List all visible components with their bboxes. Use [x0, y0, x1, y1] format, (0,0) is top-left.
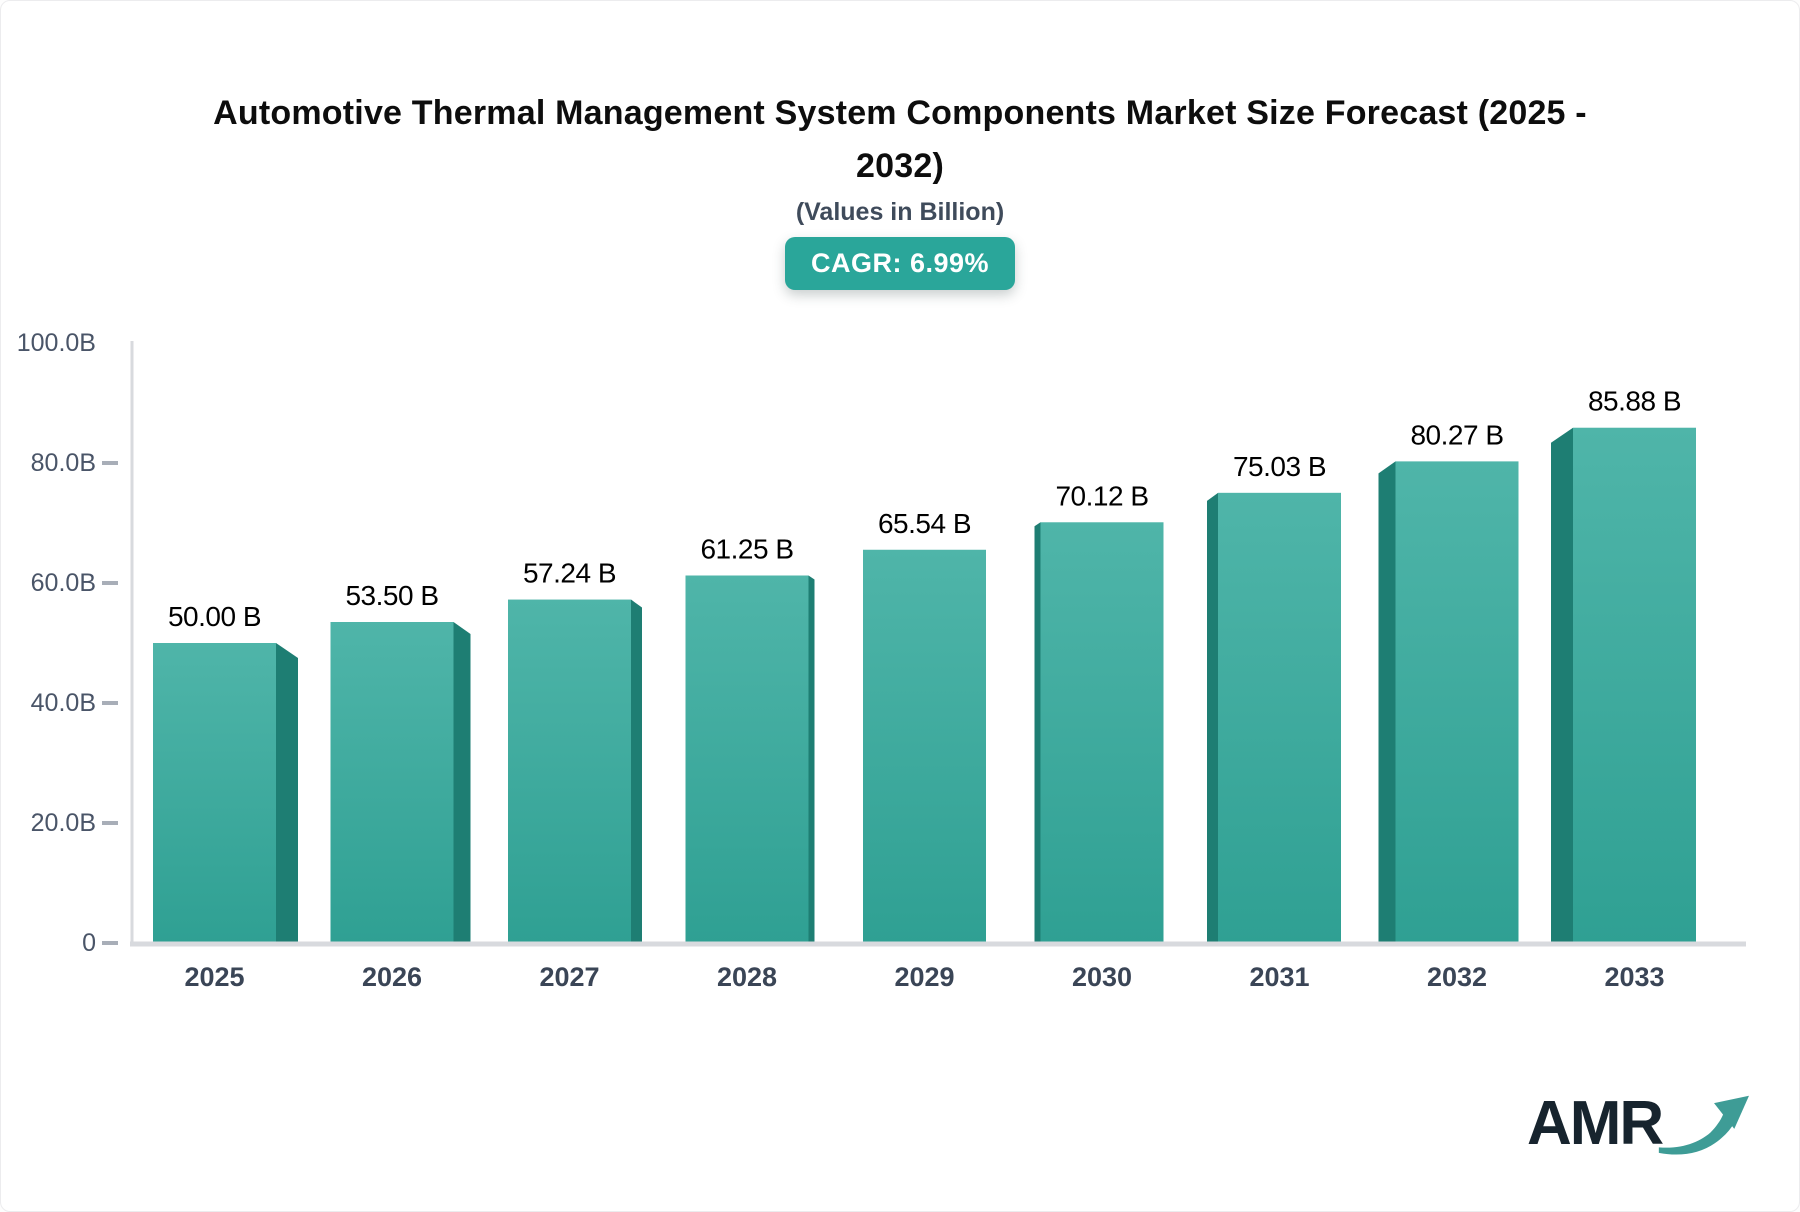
bar-side-face [1378, 461, 1396, 943]
bar-face [153, 643, 276, 943]
bar-side-face [1551, 427, 1573, 944]
x-axis-label: 2026 [362, 962, 422, 992]
bar-side-face [1207, 492, 1218, 943]
x-axis-label: 2030 [1072, 962, 1132, 992]
y-axis-label: 40.0B [31, 689, 96, 717]
x-axis-label: 2027 [539, 962, 599, 992]
bar-side-face [631, 599, 642, 943]
bar-face [1218, 492, 1341, 943]
y-axis-label: 20.0B [31, 809, 96, 837]
bar-value-label: 75.03 B [1233, 451, 1326, 482]
x-axis-label: 2025 [184, 962, 244, 992]
bar-face [1040, 522, 1164, 943]
bar-face [863, 549, 986, 943]
x-axis-label: 2032 [1427, 962, 1487, 992]
bar-value-label: 61.25 B [700, 534, 793, 565]
amr-logo: AMR [1527, 1089, 1757, 1181]
bar-side-face [1034, 522, 1041, 943]
x-axis-label: 2033 [1604, 962, 1664, 992]
y-axis-label: 100.0B [17, 329, 96, 357]
bar-value-label: 50.00 B [168, 601, 261, 632]
bar-side-face [276, 643, 298, 943]
badge-row: CAGR: 6.99% [1, 237, 1799, 291]
cagr-badge: CAGR: 6.99% [784, 237, 1016, 291]
x-axis-label: 2031 [1249, 962, 1309, 992]
bar-face [1573, 427, 1696, 944]
amr-logo-text: AMR [1527, 1089, 1664, 1158]
y-axis-label: 0 [82, 929, 96, 957]
bar-value-label: 65.54 B [878, 508, 971, 539]
x-axis-label: 2029 [894, 962, 954, 992]
bar-face [508, 599, 631, 943]
y-axis-label: 60.0B [31, 569, 96, 597]
bar-face [330, 622, 454, 943]
growth-arrow-icon [1658, 1095, 1749, 1155]
chart-subtitle: (Values in Billion) [795, 198, 1005, 227]
bar-side-face [453, 622, 471, 943]
chart-title: Automotive Thermal Management System Com… [213, 94, 1587, 185]
bar-value-label: 85.88 B [1588, 386, 1681, 417]
bar-value-label: 57.24 B [523, 558, 616, 589]
bar-value-label: 80.27 B [1410, 419, 1503, 450]
bar-side-face [808, 575, 815, 943]
y-axis-label: 80.0B [31, 449, 96, 477]
bar-face [685, 575, 809, 943]
bar-value-label: 53.50 B [345, 580, 438, 611]
bar-face [1395, 461, 1519, 943]
bar-value-label: 70.12 B [1055, 480, 1148, 511]
x-axis-label: 2028 [717, 962, 777, 992]
